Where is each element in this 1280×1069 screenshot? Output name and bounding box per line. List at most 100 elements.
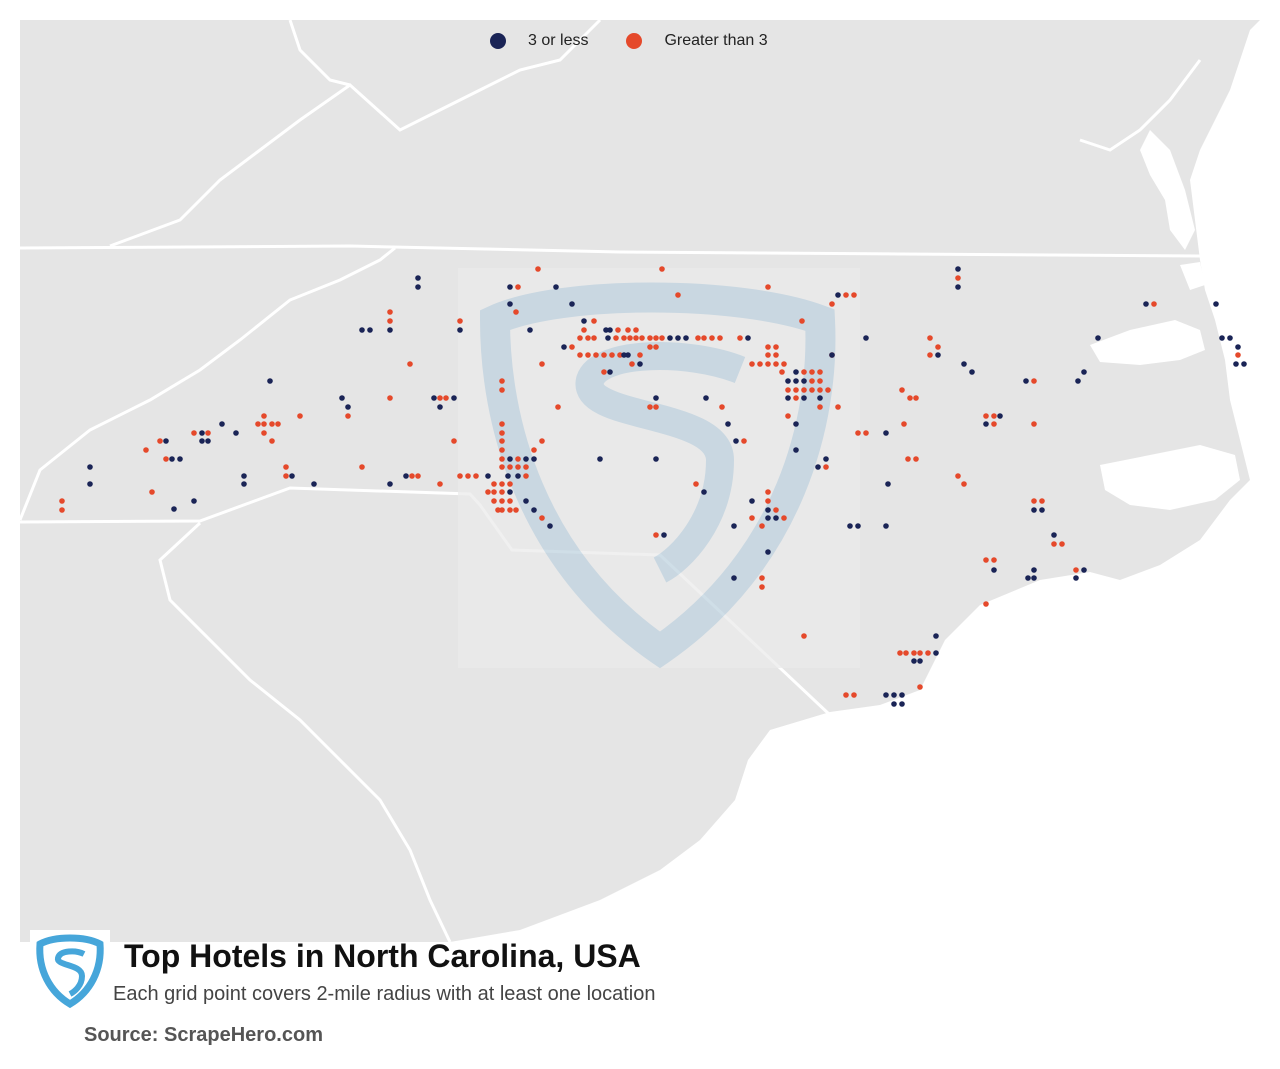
grid-point-greater-than-3 [647,404,653,410]
grid-point-3-or-less [855,523,861,529]
grid-point-greater-than-3 [269,421,275,427]
wv-va-border [109,18,602,248]
grid-point-3-or-less [1081,369,1087,375]
grid-point-greater-than-3 [817,404,823,410]
grid-point-greater-than-3 [601,352,607,358]
grid-point-greater-than-3 [491,481,497,487]
grid-point-greater-than-3 [283,473,289,479]
grid-point-greater-than-3 [473,473,479,479]
grid-point-3-or-less [765,549,771,555]
grid-point-greater-than-3 [765,489,771,495]
grid-point-3-or-less [801,378,807,384]
grid-point-greater-than-3 [653,404,659,410]
albemarle-sound [1090,320,1205,365]
grid-point-3-or-less [653,456,659,462]
grid-point-greater-than-3 [817,369,823,375]
grid-point-greater-than-3 [409,473,415,479]
grid-point-3-or-less [765,515,771,521]
grid-point-3-or-less [169,456,175,462]
grid-point-greater-than-3 [709,335,715,341]
grid-point-3-or-less [569,301,575,307]
grid-point-greater-than-3 [809,378,815,384]
legend-dot-orange [626,33,643,49]
grid-point-3-or-less [891,692,897,698]
grid-point-greater-than-3 [955,473,961,479]
grid-point-3-or-less [785,378,791,384]
grid-point-greater-than-3 [793,387,799,393]
grid-point-3-or-less [793,421,799,427]
grid-point-3-or-less [605,335,611,341]
grid-point-3-or-less [387,327,393,333]
grid-point-3-or-less [367,327,373,333]
hotel-grid-points [59,266,1247,707]
grid-point-greater-than-3 [457,473,463,479]
grid-point-greater-than-3 [515,284,521,290]
grid-point-greater-than-3 [451,438,457,444]
grid-point-3-or-less [505,473,511,479]
grid-point-greater-than-3 [499,464,505,470]
grid-point-greater-than-3 [499,387,505,393]
grid-point-greater-than-3 [693,481,699,487]
grid-point-greater-than-3 [617,352,623,358]
legend-label-greater-than-3: Greater than 3 [664,32,768,49]
va-nc-border [19,244,1201,258]
grid-point-greater-than-3 [765,344,771,350]
grid-point-3-or-less [661,532,667,538]
grid-point-3-or-less [553,284,559,290]
md-va-border [1079,59,1202,152]
logo-s-letter [55,948,86,997]
grid-point-3-or-less [289,473,295,479]
grid-point-greater-than-3 [785,413,791,419]
grid-point-3-or-less [731,523,737,529]
map-source: Source: ScrapeHero.com [84,1024,323,1046]
grid-point-greater-than-3 [817,378,823,384]
grid-point-greater-than-3 [633,335,639,341]
grid-point-greater-than-3 [555,404,561,410]
grid-point-greater-than-3 [825,387,831,393]
grid-point-greater-than-3 [499,430,505,436]
grid-point-3-or-less [961,361,967,367]
grid-point-greater-than-3 [1051,541,1057,547]
grid-point-greater-than-3 [653,335,659,341]
grid-point-greater-than-3 [261,430,267,436]
grid-point-greater-than-3 [507,498,513,504]
grid-point-3-or-less [531,456,537,462]
grid-point-3-or-less [765,507,771,513]
grid-point-3-or-less [1031,507,1037,513]
legend-dot-navy [490,33,506,49]
grid-point-greater-than-3 [1059,541,1065,547]
grid-point-3-or-less [523,498,529,504]
grid-point-greater-than-3 [627,335,633,341]
grid-point-3-or-less [359,327,365,333]
grid-point-greater-than-3 [531,447,537,453]
grid-point-greater-than-3 [801,387,807,393]
grid-point-greater-than-3 [855,430,861,436]
grid-point-greater-than-3 [899,387,905,393]
grid-point-greater-than-3 [613,335,619,341]
grid-point-3-or-less [531,507,537,513]
grid-point-greater-than-3 [961,481,967,487]
grid-point-3-or-less [403,473,409,479]
grid-point-greater-than-3 [779,369,785,375]
grid-point-greater-than-3 [801,369,807,375]
grid-point-3-or-less [1235,344,1241,350]
map-title: Top Hotels in North Carolina, USA [124,938,641,974]
grid-point-greater-than-3 [983,557,989,563]
grid-point-greater-than-3 [591,318,597,324]
grid-point-greater-than-3 [701,335,707,341]
grid-point-greater-than-3 [905,456,911,462]
legend-item-greater-than-3: Greater than 3 [626,32,768,50]
legend-item-3-or-less: 3 or less [490,32,588,50]
grid-point-greater-than-3 [499,438,505,444]
grid-point-greater-than-3 [625,327,631,333]
grid-point-greater-than-3 [695,335,701,341]
grid-point-greater-than-3 [609,352,615,358]
grid-point-greater-than-3 [653,532,659,538]
grid-point-greater-than-3 [157,438,163,444]
legend-label-3-or-less: 3 or less [528,32,589,49]
grid-point-greater-than-3 [407,361,413,367]
grid-point-greater-than-3 [437,395,443,401]
grid-point-greater-than-3 [591,335,597,341]
grid-point-greater-than-3 [443,395,449,401]
grid-point-3-or-less [955,284,961,290]
